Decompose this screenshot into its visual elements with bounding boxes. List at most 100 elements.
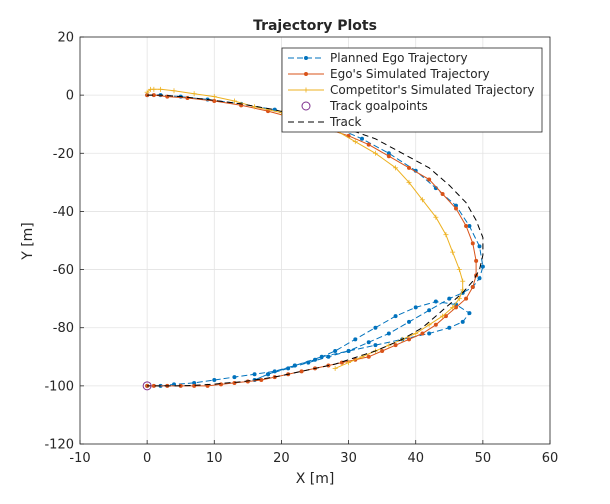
series-point <box>178 383 183 388</box>
y-tick-label: 20 <box>57 31 74 46</box>
y-tick-label: -40 <box>53 205 74 220</box>
series-point <box>373 343 378 348</box>
series-point <box>393 314 398 319</box>
series-3 <box>142 381 152 391</box>
series-point <box>352 139 358 145</box>
legend-marker <box>304 56 308 60</box>
legend-label: Planned Ego Trajectory <box>330 51 468 65</box>
series-point <box>353 337 358 342</box>
series-point <box>151 383 156 388</box>
series-point <box>464 296 469 301</box>
legend-entry: Track goalpoints <box>301 99 428 113</box>
series-point <box>413 305 418 310</box>
series-point <box>386 151 391 156</box>
series-point <box>460 278 466 284</box>
y-tick-label: -100 <box>44 379 74 394</box>
y-axis-label: Y [m] <box>20 222 36 261</box>
series-point <box>406 179 412 185</box>
legend-label: Ego's Simulated Trajectory <box>330 67 490 81</box>
series-point <box>191 91 197 97</box>
legend-label: Track <box>329 115 361 129</box>
series-point <box>158 86 164 92</box>
x-tick-label: 50 <box>475 451 492 466</box>
x-tick-label: 10 <box>206 451 223 466</box>
series-point <box>407 319 411 324</box>
y-tick-label: -20 <box>53 147 74 162</box>
series-point <box>212 98 217 103</box>
series-point <box>467 311 472 316</box>
series-point <box>413 331 419 337</box>
series-point <box>477 276 482 281</box>
series-point <box>333 348 338 353</box>
series-point <box>272 369 277 374</box>
x-tick-label: 20 <box>273 451 290 466</box>
series-point <box>450 249 456 255</box>
series-point <box>460 287 466 293</box>
series-point <box>454 206 458 211</box>
series-point <box>192 380 197 385</box>
series-point <box>450 304 456 310</box>
series-point <box>326 354 331 359</box>
y-tick-label: 0 <box>66 89 74 104</box>
series-point <box>480 264 485 269</box>
series-point <box>454 305 458 310</box>
legend: Planned Ego Trajectory Ego's Simulated Tr… <box>281 47 543 133</box>
legend-marker <box>301 101 311 111</box>
y-tick-label: -60 <box>53 263 74 278</box>
series-point <box>433 299 438 304</box>
series-point <box>456 267 462 273</box>
series-point <box>420 331 425 336</box>
series-point <box>470 285 475 290</box>
legend-marker <box>304 72 308 76</box>
series-point <box>440 191 445 196</box>
series-point <box>386 154 391 159</box>
series-point <box>185 96 190 101</box>
series-point <box>407 165 411 170</box>
y-tick-label: -120 <box>44 438 74 453</box>
series-point <box>470 241 475 246</box>
series-point <box>433 322 438 327</box>
series-point <box>407 337 411 342</box>
series-point <box>419 197 425 203</box>
series-point <box>393 165 399 171</box>
x-tick-label: 30 <box>340 451 357 466</box>
series-point <box>366 354 371 359</box>
x-tick-label: 40 <box>407 451 424 466</box>
series-point <box>252 372 257 377</box>
series-point <box>306 360 311 365</box>
series-point <box>219 382 223 387</box>
series-point <box>464 223 469 228</box>
series-point <box>443 314 448 319</box>
series-point <box>286 366 291 371</box>
series-point <box>232 380 237 385</box>
series-point <box>231 98 237 104</box>
series-point <box>443 232 449 238</box>
series-point <box>386 342 392 348</box>
series-point <box>366 142 371 147</box>
legend-entry: Ego's Simulated Trajectory <box>288 67 490 81</box>
series-point <box>426 322 432 328</box>
legend-entry: Planned Ego Trajectory <box>288 51 468 65</box>
series-point <box>151 93 156 98</box>
series-point <box>474 258 479 263</box>
series-point <box>393 343 398 348</box>
series-point <box>454 302 458 307</box>
series-point <box>454 203 458 208</box>
series-point <box>319 354 324 359</box>
series-point <box>266 372 270 377</box>
legend-entry: Track <box>288 115 361 129</box>
series-point <box>460 319 465 324</box>
series-point <box>332 365 338 371</box>
series-point <box>232 375 237 380</box>
series-point <box>171 88 177 94</box>
series-point <box>211 94 217 100</box>
series-point <box>447 325 452 330</box>
legend-box <box>281 47 543 133</box>
series-2 <box>144 86 466 371</box>
series-point <box>259 378 264 383</box>
series-point <box>456 296 462 302</box>
series-point <box>346 348 351 353</box>
legend-marker <box>303 87 309 93</box>
series-point <box>427 331 432 336</box>
